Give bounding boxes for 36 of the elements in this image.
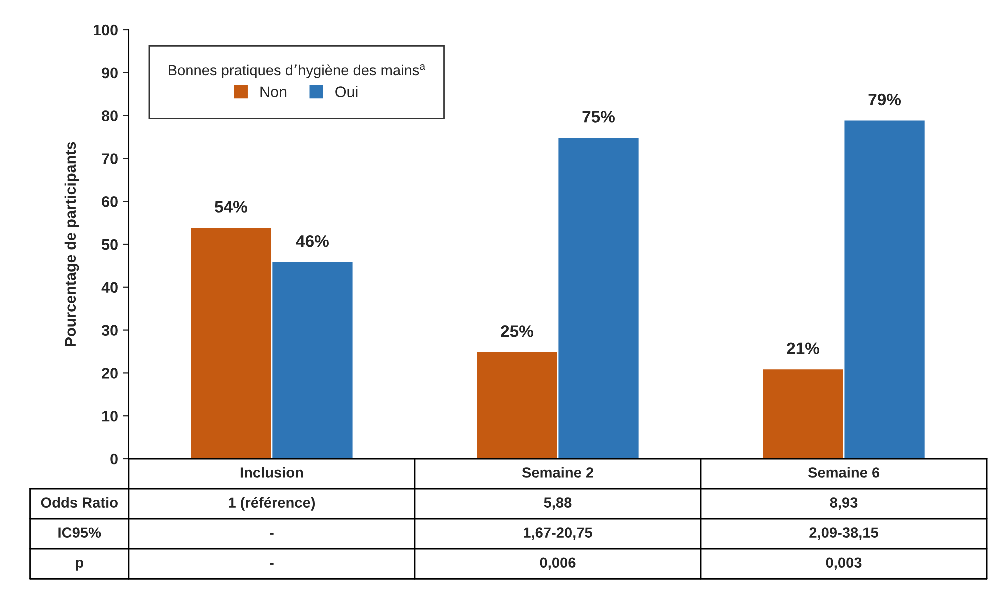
text: - <box>270 533 274 535</box>
y-tick-label: 10 <box>102 410 118 422</box>
x-tick-label: Inclusion <box>240 467 304 478</box>
text: 1 (référence) <box>229 497 316 511</box>
data-label: 79% <box>868 94 902 106</box>
text: 5,88 <box>544 498 572 510</box>
y-axis-title: Pourcentage de participants <box>64 142 80 346</box>
legend-label: Oui <box>336 86 358 98</box>
x-tick-label: Semaine 6 <box>808 467 880 478</box>
text: 1,67-20,75 <box>524 528 592 540</box>
data-label: 54% <box>215 201 248 213</box>
y-tick-label: 80 <box>102 110 118 122</box>
text: p <box>76 560 84 571</box>
y-tick-label: 30 <box>102 325 118 336</box>
text: 2,09-38,15 <box>810 528 878 540</box>
text: 0,003 <box>826 558 862 570</box>
y-tick-label: 50 <box>102 239 118 250</box>
x-tick-label: Semaine 2 <box>522 467 594 478</box>
y-tick-label: 100 <box>94 24 118 36</box>
legend-title: Bonnes pratiques d’hygiène des mains$^{a}$ <box>169 64 426 78</box>
text: IC95% <box>58 528 102 538</box>
y-tick-label: 70 <box>102 154 118 164</box>
data-label: 75% <box>582 111 615 123</box>
text: Odds Ratio <box>41 497 118 508</box>
y-tick-label: 0 <box>110 454 118 465</box>
legend-label: Non <box>260 86 287 98</box>
data-label: 25% <box>501 326 534 338</box>
y-tick-label: 90 <box>102 68 118 79</box>
y-tick-label: 60 <box>102 196 118 208</box>
text: 0,006 <box>540 558 576 570</box>
text: 8,93 <box>830 498 858 510</box>
text: - <box>270 563 274 565</box>
y-tick-label: 40 <box>102 282 118 294</box>
data-label: 21% <box>787 342 820 354</box>
data-label: 46% <box>296 235 329 248</box>
y-tick-label: 20 <box>102 368 118 379</box>
